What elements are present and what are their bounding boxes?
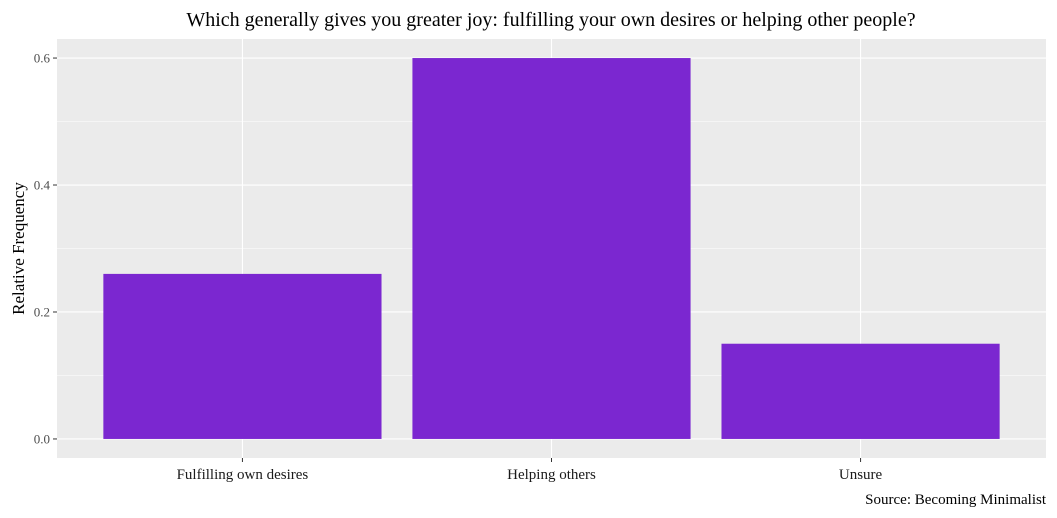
x-tick-label: Fulfilling own desires — [177, 467, 309, 483]
x-tick-label: Unsure — [839, 467, 883, 483]
y-tick-label: 0.2 — [34, 304, 50, 319]
y-axis: 0.0 0.2 0.4 0.6 — [34, 51, 57, 446]
y-tick-label: 0.4 — [34, 178, 51, 193]
bars — [103, 58, 1000, 439]
x-tick-label: Helping others — [507, 467, 596, 483]
bar — [412, 58, 691, 439]
chart-title: Which generally gives you greater joy: f… — [186, 9, 915, 31]
y-axis-title: Relative Frequency — [9, 182, 28, 315]
bar — [721, 343, 1000, 439]
y-tick-label: 0.6 — [34, 51, 51, 66]
y-tick-label: 0.0 — [34, 431, 50, 446]
source-caption: Source: Becoming Minimalist — [865, 492, 1047, 508]
x-axis: Fulfilling own desires Helping others Unsu… — [177, 458, 883, 483]
bar — [103, 273, 382, 439]
